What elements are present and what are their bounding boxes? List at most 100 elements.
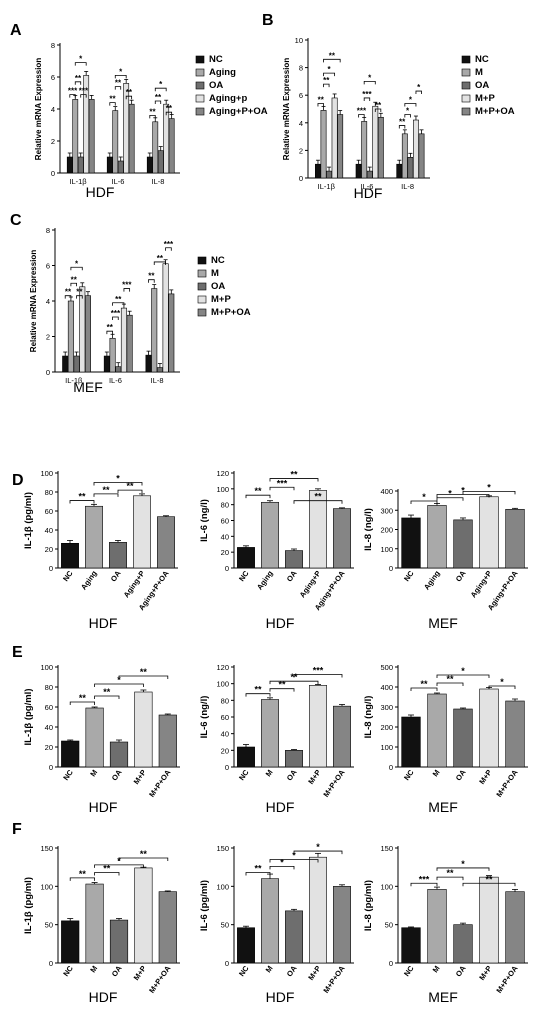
significance-bracket [436,497,464,501]
y-tick-label: 0 [225,564,229,573]
bar [479,496,499,569]
legend-label: M [211,268,219,279]
panel-title: MEF [73,379,103,395]
significance-label: ** [79,693,87,703]
y-tick-label: 200 [380,526,393,535]
x-tick-label: M+P [477,964,493,982]
bar [418,133,425,179]
bar [133,495,151,569]
y-tick-label: 6 [51,73,55,82]
significance-bracket [117,489,143,494]
significance-label: *** [164,240,174,249]
y-tick-label: 4 [299,119,303,128]
significance-label: ** [323,76,330,85]
bar [145,354,152,373]
significance-label: * [328,65,332,74]
bar [109,741,129,768]
x-tick-label: IL-1β [69,177,87,186]
y-tick-label: 0 [225,763,229,772]
significance-bracket [317,103,324,107]
significance-bracket [323,58,341,63]
significance-bracket [269,866,295,870]
y-axis-label: IL-8 (ng/l) [363,696,374,739]
legend-swatch [461,81,471,90]
significance-bracket [488,685,516,689]
y-axis-label: IL-1β (pg/ml) [23,492,34,549]
x-tick-label: M+P [132,964,148,982]
bar [85,883,104,964]
bar [309,856,327,964]
y-tick-label: 0 [49,564,53,573]
bar [237,927,255,964]
significance-bracket [69,877,95,881]
legend-label: NC [209,54,223,65]
y-tick-label: 20 [45,545,53,554]
significance-bracket [323,83,330,88]
panel-title: HDF [266,615,295,631]
significance-bracket [114,86,122,90]
y-axis-label: IL-6 (ng/l) [199,499,210,542]
bar [361,121,368,179]
bar [320,110,327,179]
y-axis-label: IL-1β (pg/ml) [23,877,34,934]
significance-label: * [448,489,452,499]
bar [261,699,279,768]
significance-label: ** [278,680,286,690]
significance-bracket [245,693,271,697]
bar [61,920,80,964]
significance-label: * [280,857,284,867]
chart-panel-e-6: E 0 20 40 60 80 100 IL-1β (pg/ml) HDF NC M OA M+P M+P… [12,644,180,815]
y-tick-label: 80 [221,501,229,510]
x-tick-label: M+P+OA [321,768,347,799]
bar [73,355,80,373]
x-tick-label: M [264,768,275,778]
x-tick-label: NC [237,569,251,584]
chart-panel-f-9: F 0 50 100 150 IL-1β (pg/ml) HDF NC M OA M+P M+P+OA… [12,821,180,1005]
bar [337,114,344,179]
bar [505,508,525,569]
panel-title: MEF [428,615,458,631]
bar [168,118,175,174]
x-tick-label: OA [454,964,468,979]
significance-label: * [487,482,491,492]
significance-bracket [94,683,144,687]
significance-bracket [404,114,411,118]
x-tick-label: IL-8 [151,376,164,385]
significance-bracket [94,864,144,868]
significance-label: *** [357,107,367,116]
panel-letter: B [262,12,274,29]
significance-bracket [269,680,319,685]
bar [285,550,303,569]
significance-label: ** [254,685,262,695]
x-tick-label: NC [61,964,75,979]
significance-bracket [293,850,343,855]
bar [168,293,175,373]
y-tick-label: 50 [45,921,53,930]
y-tick-label: 80 [45,683,53,692]
bar [407,157,414,179]
bar [84,295,91,373]
y-tick-label: 100 [380,882,393,891]
y-axis-label: IL-6 (ng/l) [199,696,210,739]
y-tick-label: 8 [299,64,303,73]
legend-swatch [461,94,471,103]
legend-swatch [195,68,205,77]
bar [103,355,110,373]
bar [285,750,303,768]
legend-label: M+P+OA [211,307,251,318]
significance-label: * [116,474,120,484]
bar [77,156,84,174]
x-tick-label: M+P+OA [147,964,173,995]
bar [62,355,69,373]
bar [237,547,255,569]
significance-bracket [114,75,127,79]
bar [79,286,86,373]
significance-bracket [462,490,516,495]
chart-panel-d-3: D 0 20 40 60 80 100 IL-1β (pg/ml) HDF NC Aging OA Ag… [12,469,178,631]
chart-panel-d-4: 0 20 40 60 80 100 120 IL-6 (ng/l) HDF NC Aging OA Ag… [199,469,354,631]
legend-label: Aging [209,67,236,78]
panel-letter: E [12,644,23,661]
significance-label: ** [140,667,148,677]
y-tick-label: 50 [221,921,229,930]
